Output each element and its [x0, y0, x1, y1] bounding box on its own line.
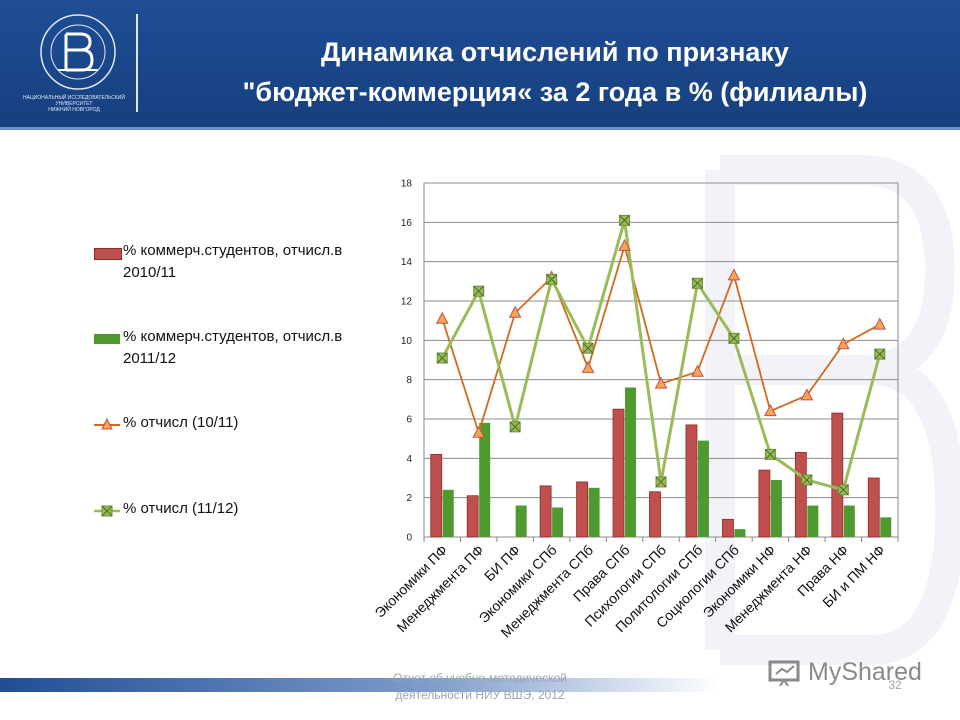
y-tick-label: 0 — [406, 533, 412, 544]
marker-triangle — [691, 364, 704, 377]
y-tick-label: 4 — [406, 454, 412, 465]
bar-2011-12 — [807, 505, 819, 537]
legend-square-x-line-icon — [94, 505, 120, 517]
marker-x — [436, 352, 448, 364]
marker-x — [655, 476, 667, 488]
legend-label: % отчисл (10/11) — [123, 414, 239, 431]
bar-2010-11 — [794, 452, 807, 538]
bar-2010-11 — [576, 481, 588, 538]
marker-x — [546, 274, 557, 285]
y-tick-label: 18 — [401, 179, 413, 190]
footer-text: Отчет об учебно-методической деятельност… — [393, 671, 567, 702]
marker-triangle — [800, 388, 814, 401]
header-banner: НАЦИОНАЛЬНЫЙ ИССЛЕДОВАТЕЛЬСКИЙ УНИВЕРСИТ… — [0, 0, 960, 127]
bar-2011-12 — [552, 507, 564, 537]
bar-2011-12 — [843, 505, 855, 537]
university-logo-icon — [40, 14, 116, 90]
header-underline — [0, 127, 960, 130]
marker-x — [619, 215, 630, 226]
header-divider — [136, 14, 138, 112]
y-tick-label: 12 — [401, 297, 413, 308]
bar-2010-11 — [649, 491, 661, 538]
marker-x — [874, 348, 886, 360]
marker-triangle — [764, 404, 777, 417]
bar-2010-11 — [722, 518, 734, 538]
bar-2011-12 — [515, 505, 527, 537]
marker-x — [765, 449, 776, 460]
bar-2010-11 — [758, 469, 771, 538]
y-tick-label: 16 — [401, 218, 413, 229]
watermark-logo-icon — [705, 155, 960, 665]
marker-x — [837, 484, 849, 496]
bar-2010-11 — [831, 412, 844, 538]
marker-x — [473, 285, 485, 297]
page-title: Динамика отчислений по признаку "бюджет-… — [160, 32, 950, 112]
title-line-1: Динамика отчислений по признаку — [321, 37, 789, 67]
marker-triangle — [581, 360, 595, 373]
bar-2011-12 — [479, 422, 491, 537]
bar-2010-11 — [685, 424, 698, 538]
line-11-12 — [440, 219, 882, 492]
legend-label: % коммерч.студентов, отчисл.в 2011/12 — [123, 328, 343, 367]
marker-triangle — [472, 425, 486, 438]
y-tick-label: 2 — [406, 493, 412, 504]
legend-label: % отчисл (11/12) — [123, 500, 239, 517]
legend-swatch-green — [94, 334, 120, 344]
brand-text: MyShared — [808, 658, 922, 686]
bar-2011-12 — [442, 489, 454, 537]
logo-caption: НАЦИОНАЛЬНЫЙ ИССЛЕДОВАТЕЛЬСКИЙ УНИВЕРСИТ… — [23, 95, 125, 113]
y-tick-label: 6 — [406, 415, 412, 426]
marker-triangle — [727, 268, 741, 281]
bar-2011-12 — [588, 487, 600, 537]
bar-2011-12 — [880, 517, 892, 537]
marker-triangle — [508, 305, 522, 318]
legend-triangle-line-icon — [94, 417, 120, 430]
bar-2011-12 — [697, 440, 709, 537]
marker-triangle — [654, 376, 668, 389]
marker-x — [801, 474, 813, 486]
marker-x — [728, 333, 740, 344]
bar-2010-11 — [612, 408, 625, 538]
bar-2010-11 — [867, 477, 880, 538]
legend-swatch-red — [94, 248, 122, 260]
marker-x — [582, 342, 594, 354]
page-number: 32 — [888, 678, 902, 692]
marker-x — [692, 277, 703, 289]
bar-2011-12 — [625, 387, 637, 537]
bar-2010-11 — [430, 453, 443, 538]
marker-triangle — [873, 317, 887, 330]
y-tick-label: 14 — [401, 257, 413, 268]
legend-label: % коммерч.студентов, отчисл.в 2010/11 — [123, 242, 343, 281]
bar-2010-11 — [466, 495, 479, 538]
bar-2010-11 — [539, 485, 552, 538]
brand-watermark: MyShared — [768, 658, 928, 690]
marker-triangle — [618, 238, 631, 251]
y-tick-label: 8 — [406, 375, 412, 386]
bar-2011-12 — [734, 529, 746, 537]
y-tick-label: 10 — [401, 336, 413, 347]
marker-triangle — [836, 337, 850, 350]
title-line-2: "бюджет-коммерция« за 2 года в % (филиал… — [242, 77, 868, 107]
footer-bar — [0, 678, 960, 692]
marker-triangle — [435, 311, 449, 324]
marker-x — [509, 421, 521, 433]
presentation-icon — [768, 660, 800, 686]
bar-2011-12 — [770, 479, 782, 537]
